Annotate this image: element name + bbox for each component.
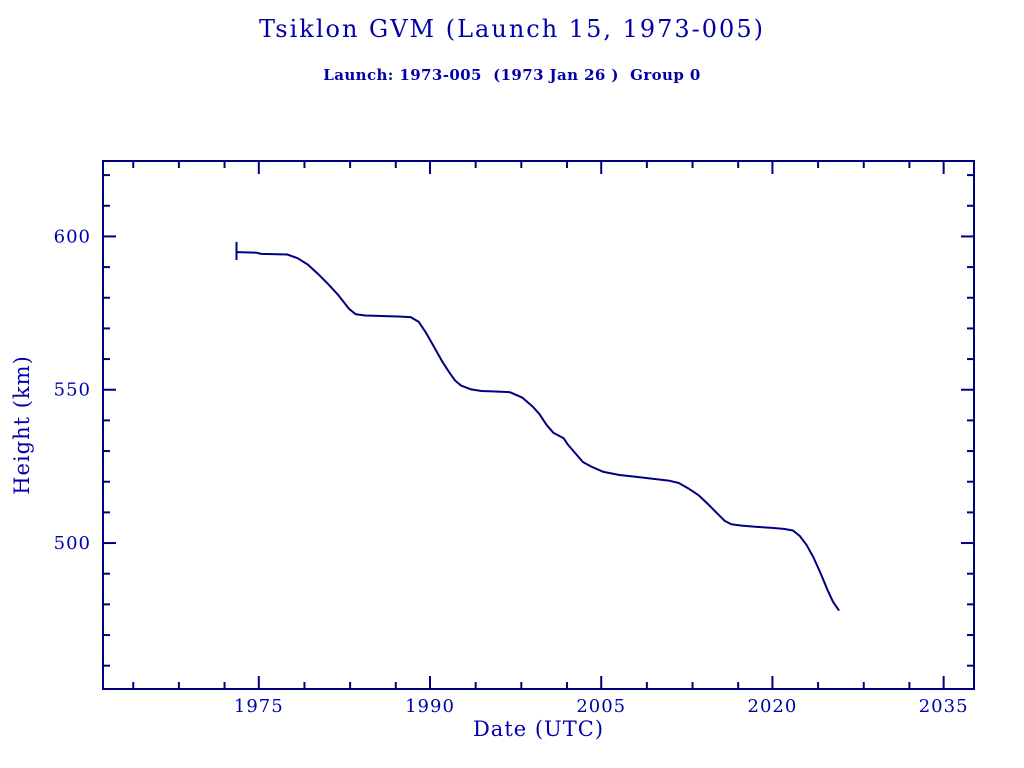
- x-tick-label: 1990: [405, 696, 455, 717]
- x-tick-label: 2005: [576, 696, 626, 717]
- y-tick-label: 600: [54, 226, 91, 247]
- x-tick-label: 2035: [919, 696, 969, 717]
- y-tick-label: 550: [54, 380, 91, 401]
- y-tick-label: 500: [54, 533, 91, 554]
- x-axis-label: Date (UTC): [472, 717, 605, 741]
- height-curve: [235, 251, 840, 611]
- y-axis-label: Height (km): [10, 355, 34, 495]
- plot-frame: [102, 160, 975, 690]
- x-tick-label: 1975: [234, 696, 284, 717]
- axis-tick-labels: 1975 1990 2005 2020 2035 500 550 600: [54, 226, 969, 717]
- axis-ticks: [103, 161, 974, 689]
- chart-title: Tsiklon GVM (Launch 15, 1973-005): [259, 15, 765, 43]
- chart-subtitle: Launch: 1973-005 (1973 Jan 26 ) Group 0: [323, 66, 701, 84]
- x-tick-label: 2020: [748, 696, 798, 717]
